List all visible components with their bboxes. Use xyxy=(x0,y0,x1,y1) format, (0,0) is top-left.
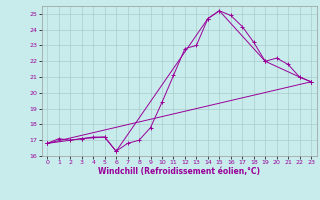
X-axis label: Windchill (Refroidissement éolien,°C): Windchill (Refroidissement éolien,°C) xyxy=(98,167,260,176)
